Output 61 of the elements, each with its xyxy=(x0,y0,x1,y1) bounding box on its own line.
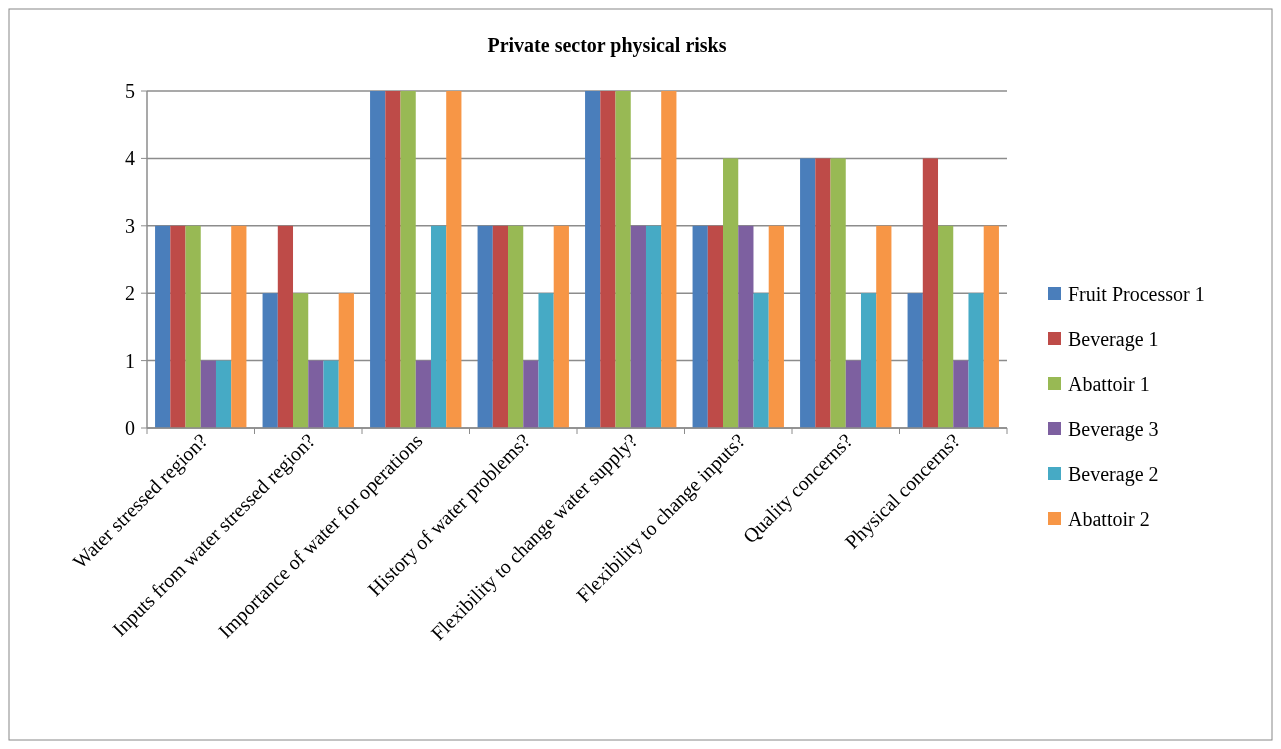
bar xyxy=(231,225,247,428)
bar xyxy=(385,91,401,428)
bar xyxy=(200,360,216,428)
bar xyxy=(415,360,431,428)
bar xyxy=(860,293,877,428)
legend-label: Fruit Processor 1 xyxy=(1068,283,1205,305)
bar xyxy=(553,225,569,428)
bar xyxy=(400,91,416,428)
bar xyxy=(523,360,539,428)
y-tick-label: 5 xyxy=(125,80,135,102)
bar xyxy=(538,293,554,428)
bar xyxy=(585,91,601,428)
bar xyxy=(830,158,846,428)
bar xyxy=(185,225,201,428)
bar xyxy=(446,91,462,428)
bar xyxy=(170,225,186,428)
y-tick-label: 4 xyxy=(125,147,135,170)
bar xyxy=(645,225,662,428)
bar xyxy=(277,225,294,428)
legend-label: Abattoir 2 xyxy=(1068,508,1150,530)
bar xyxy=(308,360,324,428)
bar xyxy=(492,225,509,428)
bar xyxy=(922,158,939,428)
bar xyxy=(723,158,739,428)
bar xyxy=(953,360,969,428)
bar xyxy=(155,225,171,428)
bar xyxy=(430,225,447,428)
bar xyxy=(630,225,646,428)
bar xyxy=(615,91,631,428)
bar xyxy=(845,360,861,428)
bar xyxy=(323,360,339,428)
bar xyxy=(692,225,708,428)
bar xyxy=(262,293,278,428)
bar xyxy=(338,293,354,428)
legend-label: Beverage 3 xyxy=(1068,418,1159,441)
y-tick-label: 1 xyxy=(125,349,135,372)
bar xyxy=(876,225,892,428)
bar xyxy=(768,225,784,428)
legend-label: Abattoir 1 xyxy=(1068,373,1150,395)
bar xyxy=(815,158,831,428)
bar xyxy=(600,91,616,428)
bar xyxy=(800,158,816,428)
bar xyxy=(753,293,769,428)
y-tick-label: 2 xyxy=(125,282,135,305)
chart-title: Private sector physical risks xyxy=(487,34,727,57)
bar xyxy=(938,225,954,428)
y-tick-label: 0 xyxy=(125,417,135,439)
bar xyxy=(215,360,232,428)
legend-label: Beverage 2 xyxy=(1068,463,1159,486)
bar xyxy=(738,225,754,428)
bar xyxy=(983,225,999,428)
bar xyxy=(293,293,309,428)
bar xyxy=(661,91,677,428)
y-tick-label: 3 xyxy=(125,214,135,237)
bar xyxy=(968,293,984,428)
bar xyxy=(508,225,524,428)
legend-label: Beverage 1 xyxy=(1068,328,1159,351)
bar xyxy=(477,225,493,428)
bar xyxy=(370,91,386,428)
bar xyxy=(907,293,923,428)
bar xyxy=(707,225,724,428)
